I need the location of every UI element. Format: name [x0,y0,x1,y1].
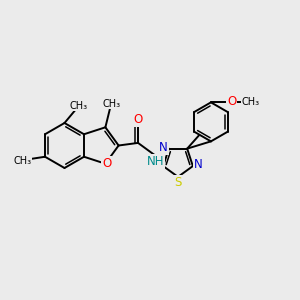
Text: CH₃: CH₃ [102,98,120,109]
Text: O: O [227,95,236,108]
Text: CH₃: CH₃ [242,98,260,107]
Text: CH₃: CH₃ [14,156,32,166]
Text: N: N [159,141,168,154]
Text: O: O [102,157,111,170]
Text: O: O [134,112,143,126]
Text: NH: NH [147,155,164,168]
Text: S: S [174,176,182,189]
Text: CH₃: CH₃ [70,100,88,110]
Text: N: N [194,158,203,171]
